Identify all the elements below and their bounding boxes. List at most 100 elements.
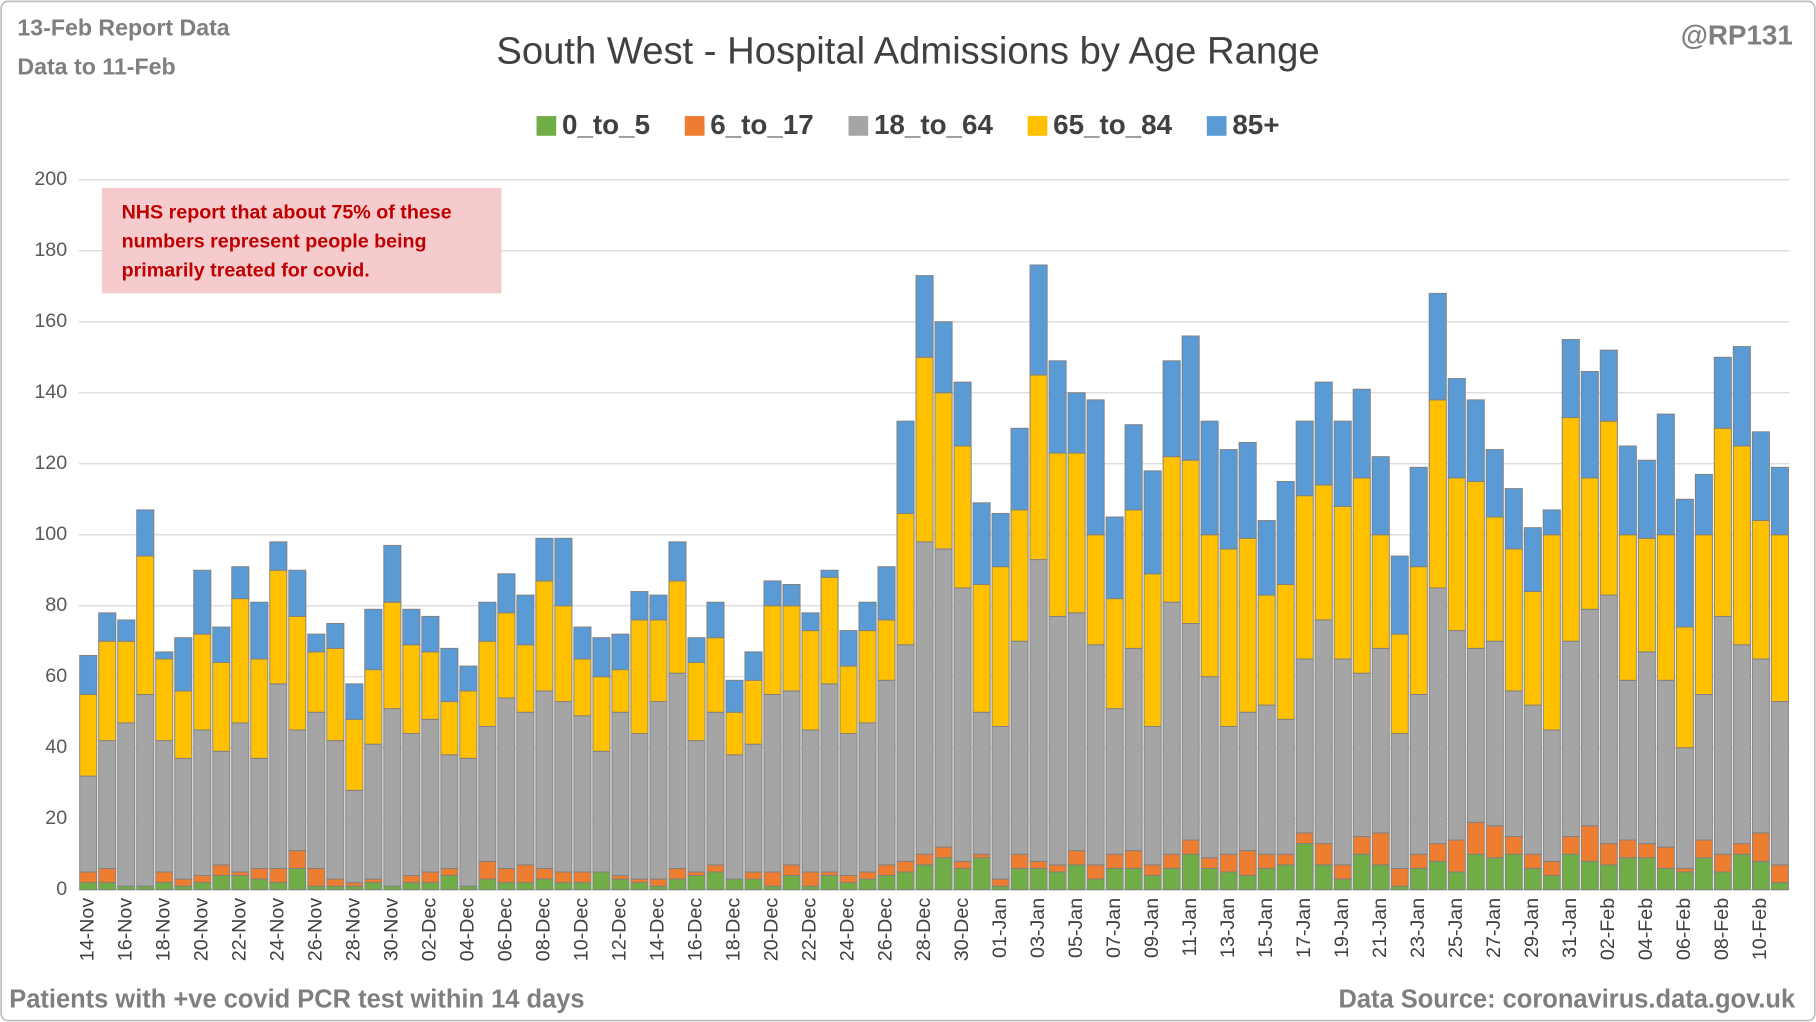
bar-segment	[212, 864, 231, 876]
bar-segment	[1200, 867, 1219, 891]
bar-segment	[858, 878, 877, 891]
bar-segment	[231, 598, 250, 724]
bar-segment	[649, 701, 668, 880]
bar-segment	[1409, 867, 1428, 891]
bar-segment	[592, 637, 611, 678]
bar-segment	[1105, 853, 1124, 869]
bar-segment	[1371, 832, 1390, 866]
bar-segment	[1428, 587, 1447, 845]
bar-segment	[98, 867, 117, 884]
bar-segment	[1713, 853, 1732, 873]
x-tick-label: 08-Dec	[533, 898, 555, 962]
bar-segment	[706, 637, 725, 713]
bar-segment	[117, 722, 136, 887]
bar-segment	[801, 871, 820, 887]
bar-segment	[402, 875, 421, 884]
bar-segment	[991, 512, 1010, 568]
bar-segment	[1390, 733, 1409, 869]
bar-segment	[1390, 555, 1409, 635]
bar-segment	[1029, 264, 1048, 376]
bar-segment	[1257, 867, 1276, 891]
bar-segment	[478, 725, 497, 862]
bar-segment	[744, 871, 763, 880]
bar-segment	[383, 544, 402, 603]
legend-swatch	[848, 116, 869, 136]
bar-segment	[478, 601, 497, 642]
bar-segment	[782, 875, 801, 891]
x-tick-label: 31-Jan	[1559, 898, 1581, 958]
bar-segment	[1048, 360, 1067, 454]
bar-segment	[1048, 871, 1067, 891]
x-tick-label: 30-Dec	[951, 898, 973, 962]
bar-segment	[611, 711, 630, 876]
bar-segment	[896, 644, 915, 862]
x-tick-label: 28-Nov	[343, 898, 365, 962]
bar-segment	[1580, 608, 1599, 827]
bar-segment	[573, 626, 592, 660]
bar-segment	[1162, 867, 1181, 891]
bar-segment	[953, 860, 972, 869]
bar-segment	[592, 871, 611, 891]
bar-segment	[1105, 516, 1124, 600]
bar-segment	[421, 882, 440, 891]
bar-segment	[459, 885, 478, 891]
bar-segment	[288, 615, 307, 731]
bar-segment	[1751, 520, 1770, 660]
bar-segment	[1656, 534, 1675, 681]
bar-segment	[231, 875, 250, 891]
bar-segment	[1542, 729, 1561, 862]
bar-segment	[402, 733, 421, 876]
bar-segment	[1181, 853, 1200, 891]
bar-segment	[1466, 399, 1485, 482]
bar-segment	[364, 608, 383, 671]
annotation-line: primarily treated for covid.	[122, 259, 370, 281]
bar-segment	[174, 690, 193, 759]
bar-segment	[1409, 466, 1428, 568]
bar-segment	[1181, 459, 1200, 624]
bar-segment	[440, 701, 459, 756]
bar-segment	[1333, 420, 1352, 507]
x-tick-label: 15-Jan	[1255, 898, 1277, 958]
bar-segment	[782, 864, 801, 876]
bar-segment	[611, 669, 630, 713]
bar-segment	[592, 750, 611, 873]
y-tick-label: 180	[34, 239, 67, 261]
bar-segment	[782, 583, 801, 607]
bar-segment	[1580, 370, 1599, 479]
bar-segment	[250, 658, 269, 759]
bar-segment	[1257, 520, 1276, 596]
bar-segment	[1371, 647, 1390, 834]
bar-segment	[497, 612, 516, 699]
bar-segment	[174, 885, 193, 891]
bar-segment	[1637, 651, 1656, 845]
bar-segment	[554, 605, 573, 703]
annotation-box	[101, 187, 502, 294]
bar-segment	[1257, 853, 1276, 869]
bar-segment	[174, 637, 193, 692]
bar-segment	[1314, 843, 1333, 866]
bar-segment	[1200, 420, 1219, 536]
x-tick-label: 02-Dec	[419, 898, 441, 962]
bar-segment	[1314, 381, 1333, 486]
bar-segment	[383, 601, 402, 710]
bar-segment	[1010, 640, 1029, 855]
bar-segment	[1181, 623, 1200, 841]
y-tick-label: 100	[34, 523, 67, 545]
bar-segment	[1238, 711, 1257, 852]
bar-segment	[1238, 875, 1257, 891]
bar-segment	[877, 679, 896, 866]
bar-segment	[877, 619, 896, 681]
bar-segment	[155, 740, 174, 873]
bar-segment	[98, 640, 117, 742]
bar-segment	[1257, 594, 1276, 706]
bar-segment	[668, 672, 687, 869]
chart-title: South West - Hospital Admissions by Age …	[496, 30, 1319, 73]
bar-segment	[516, 864, 535, 884]
bar-segment	[1276, 481, 1295, 585]
bar-segment	[934, 321, 953, 394]
bar-segment	[212, 750, 231, 866]
bar-segment	[725, 878, 744, 891]
bar-segment	[1295, 832, 1314, 845]
bar-segment	[1637, 537, 1656, 653]
